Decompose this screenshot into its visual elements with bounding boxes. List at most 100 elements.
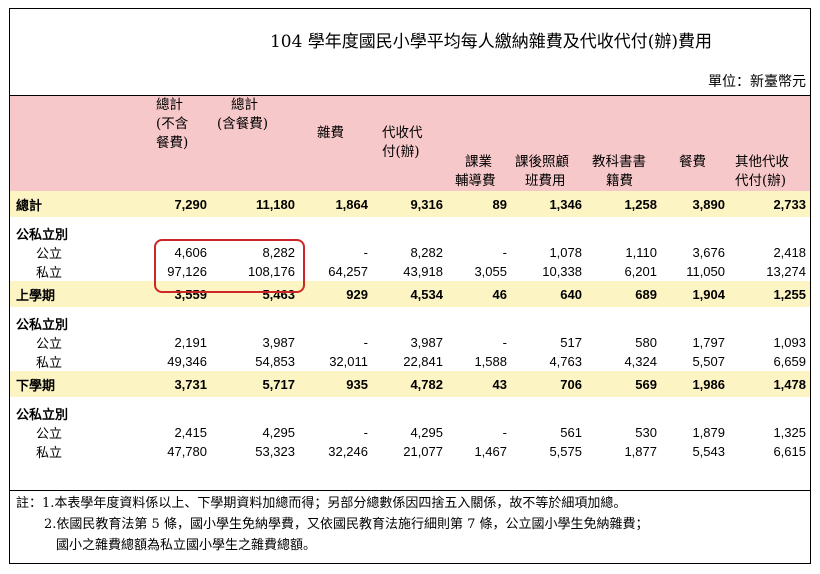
header-total-incl-lower: [211, 153, 299, 191]
row-label: 上學期: [10, 281, 138, 307]
header-corner-lower: [10, 153, 138, 191]
cell-value: 21,077: [403, 444, 443, 459]
cell-value: 3,987: [410, 335, 443, 350]
empty-cell: [447, 397, 511, 423]
header-collect: 代收代 付(辦): [372, 122, 447, 191]
cell-value: 1,258: [586, 191, 661, 217]
cell-value: 10,338: [542, 264, 582, 279]
unit-label: 單位：新臺幣元: [708, 74, 806, 90]
cell-value: 1,093: [773, 335, 806, 350]
header-textbook-line1: 教科書書: [592, 154, 646, 170]
empty-cell: [372, 217, 447, 243]
empty-cell: [729, 217, 810, 243]
cell-value: 1,346: [511, 191, 586, 217]
empty-cell: [511, 307, 586, 333]
empty-cell: [372, 397, 447, 423]
header-total-excl-lower: [138, 153, 211, 191]
cell-value: 13,274: [766, 264, 806, 279]
empty-cell: [138, 307, 211, 333]
table-row: 公立 2,191 3,987 - 3,987 - 517 580 1,797 1,093: [10, 333, 810, 352]
cell-value: 5,543: [692, 444, 725, 459]
cell-value: 5,575: [549, 444, 582, 459]
empty-cell: [661, 217, 729, 243]
cell-value: 1,986: [661, 371, 729, 397]
group-row: 公私立別: [10, 217, 810, 243]
empty-cell: [511, 217, 586, 243]
cell-value: 1,325: [773, 425, 806, 440]
cell-value: 64,257: [328, 264, 368, 279]
header-collect-line2: 付(辦): [382, 144, 420, 160]
empty-cell: [586, 397, 661, 423]
empty-cell: [299, 307, 372, 333]
header-other-line1: 其他代收: [735, 154, 789, 170]
group-label: 公私立別: [16, 317, 69, 333]
row-label: 私立: [36, 356, 63, 371]
empty-cell: [299, 217, 372, 243]
cell-value: 6,615: [773, 444, 806, 459]
cell-value: 706: [511, 371, 586, 397]
cell-value: 5,463: [211, 281, 299, 307]
cell-value: 108,176: [248, 264, 295, 279]
table-row: 私立 49,346 54,853 32,011 22,841 1,588 4,763 4,32…: [10, 352, 810, 371]
cell-value: 1,879: [692, 425, 725, 440]
cell-value: 1,078: [549, 245, 582, 260]
cell-value: 5,507: [692, 354, 725, 369]
cell-value: 1,864: [299, 191, 372, 217]
cell-value: 4,534: [372, 281, 447, 307]
note-3: 國小之雜費總額為私立國小學生之雜費總額。: [56, 538, 317, 553]
group-row: 公私立別: [10, 307, 810, 333]
total-row: 總計 7,290 11,180 1,864 9,316 89 1,346 1,258 3,890…: [10, 191, 810, 217]
cell-value: 53,323: [255, 444, 295, 459]
note-1: 註：1.本表學年度資料係以上、下學期資料加總而得；另部分總數係因四捨五入關係，故…: [16, 496, 627, 511]
header-row-2: 雜費 代收代 付(辦): [10, 122, 810, 191]
cell-value: 935: [299, 371, 372, 397]
cell-value: 1,255: [729, 281, 810, 307]
empty-cell: [661, 397, 729, 423]
cell-value: 929: [299, 281, 372, 307]
cell-value: 7,290: [138, 191, 211, 217]
header-total-incl-line1: 總計: [231, 97, 258, 113]
cell-value: 9,316: [372, 191, 447, 217]
table-row: 公立 4,606 8,282 - 8,282 - 1,078 1,110 3,676 2,418: [10, 243, 810, 262]
row-label: 私立: [36, 446, 63, 461]
total-row: 下學期 3,731 5,717 935 4,782 43 706 569 1,986 1,478: [10, 371, 810, 397]
header-total-excl-line3: 餐費): [156, 135, 189, 151]
header-top-spacer: [299, 95, 810, 122]
header-afterschool-line2: 班費用: [525, 173, 566, 189]
cell-value: -: [502, 245, 507, 260]
group-label: 公私立別: [16, 227, 69, 243]
cell-value: 6,659: [773, 354, 806, 369]
cell-value: 3,987: [262, 335, 295, 350]
empty-cell: [729, 397, 810, 423]
cell-value: 6,201: [624, 264, 657, 279]
cell-value: 43: [447, 371, 511, 397]
cell-value: 1,588: [474, 354, 507, 369]
cell-value: 32,246: [328, 444, 368, 459]
cell-value: 3,559: [138, 281, 211, 307]
table-row: 私立 47,780 53,323 32,246 21,077 1,467 5,575 1,87…: [10, 442, 810, 461]
header-meal: 餐費: [661, 153, 729, 191]
cell-value: 97,126: [167, 264, 207, 279]
row-label: 私立: [36, 266, 63, 281]
title-text: 104 學年度國民小學平均每人繳納雜費及代收代付(辦)費用: [269, 32, 713, 52]
table-body: 總計 7,290 11,180 1,864 9,316 89 1,346 1,258 3,890…: [10, 191, 810, 461]
cell-value: 11,180: [211, 191, 299, 217]
group-row: 公私立別: [10, 397, 810, 423]
header-total-excl: 總計 (不含 餐費): [138, 95, 211, 153]
cell-value: -: [363, 335, 368, 350]
cell-value: 4,324: [624, 354, 657, 369]
notes: 註：1.本表學年度資料係以上、下學期資料加總而得；另部分總數係因四捨五入關係，故…: [16, 493, 808, 556]
empty-cell: [661, 307, 729, 333]
header-textbook: 教科書書 籍費: [586, 153, 661, 191]
cell-value: 8,282: [262, 245, 295, 260]
header-total-incl-line2: (含餐費): [217, 116, 269, 132]
cell-value: 4,782: [372, 371, 447, 397]
cell-value: 4,295: [262, 425, 295, 440]
cell-value: 8,282: [410, 245, 443, 260]
header-total-excl-line2: (不含: [156, 116, 189, 132]
group-label: 公私立別: [16, 407, 69, 423]
header-other-line2: 代付(辦): [735, 173, 787, 189]
header-sub-spacer: [447, 122, 810, 153]
cell-value: -: [502, 335, 507, 350]
cell-value: 46: [447, 281, 511, 307]
